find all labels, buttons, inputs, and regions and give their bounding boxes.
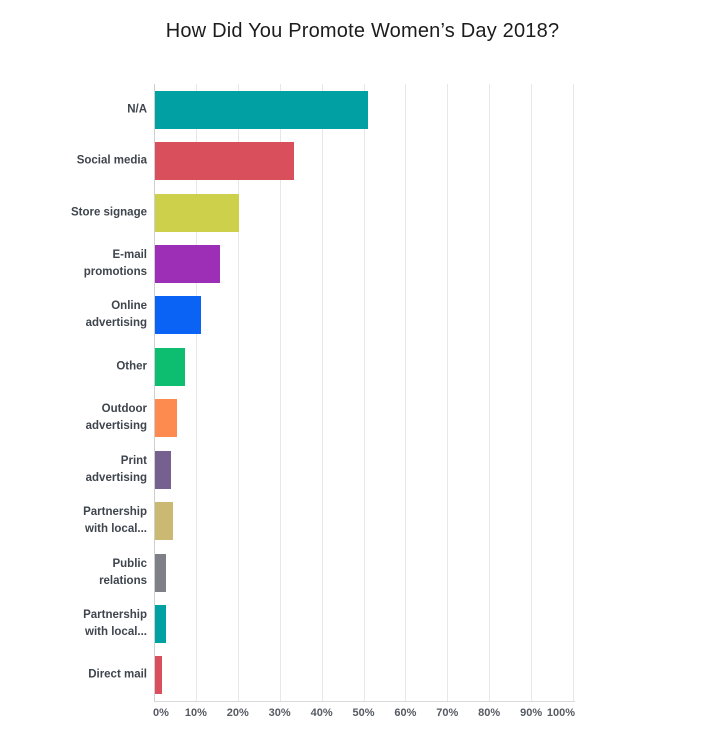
bar[interactable] [155, 553, 166, 592]
bar-row: E-mail promotions [84, 238, 573, 289]
gridline [322, 84, 323, 701]
bar-row: Print advertising [86, 444, 573, 495]
x-tick-label: 0% [153, 707, 169, 719]
bar[interactable] [155, 347, 186, 386]
category-label: Partnership with local... [83, 608, 147, 638]
gridline [238, 84, 239, 701]
category-label: N/A [127, 103, 147, 116]
bar-row: N/A [127, 84, 573, 135]
x-tick-label: 80% [478, 707, 501, 719]
x-tick-label: 60% [394, 707, 417, 719]
bar-row: Direct mail [88, 650, 573, 701]
category-label: E-mail promotions [83, 248, 147, 278]
category-label: Other [116, 360, 147, 373]
x-tick-label: 100% [546, 707, 576, 719]
gridline [531, 84, 532, 701]
category-label: Online advertising [85, 300, 147, 330]
bar-row: Online advertising [86, 290, 573, 341]
gridline [447, 84, 448, 701]
gridline [196, 84, 197, 701]
bar[interactable] [155, 142, 295, 181]
bar[interactable] [155, 450, 171, 489]
category-label: Store signage [70, 206, 147, 219]
chart-title: How Did You Promote Women’s Day 2018? [165, 20, 560, 42]
x-tick-label: 20% [226, 707, 249, 719]
bar-row: Store signage [71, 187, 573, 238]
gridline [489, 84, 490, 701]
x-tick-label: 40% [310, 707, 333, 719]
category-label: Print advertising [85, 454, 147, 484]
category-label: Public relations [99, 557, 147, 587]
plot-area: N/A Social media Store signage E-mail promot… [71, 84, 575, 719]
bar-row: Public relations [99, 547, 573, 598]
category-label: Outdoor advertising [85, 403, 147, 433]
category-label: Partnership with local... [83, 506, 147, 536]
x-tick-label: 10% [184, 707, 207, 719]
gridline [280, 84, 281, 701]
bar[interactable] [155, 193, 239, 232]
x-tick-label: 30% [268, 707, 291, 719]
gridline [573, 84, 574, 701]
bar[interactable] [155, 656, 163, 695]
category-label: Social media [76, 154, 147, 167]
bar[interactable] [155, 399, 177, 438]
gridline [405, 84, 406, 701]
bar-rows: N/A Social media Store signage E-mail promot… [71, 84, 573, 701]
category-label: Direct mail [88, 668, 147, 681]
bar-row: Partnership with local... [83, 495, 573, 546]
bar-row: Other [116, 341, 573, 392]
gridline [364, 84, 365, 701]
bar[interactable] [155, 296, 202, 335]
x-tick-label: 90% [520, 707, 543, 719]
x-axis-tick-labels: 0% 10% 20% 30% 40% 50% 60% 70% 80% 90% 100% [153, 707, 576, 727]
bar-row: Social media [77, 135, 573, 186]
bar-row: Outdoor advertising [86, 393, 573, 444]
x-tick-label: 50% [352, 707, 375, 719]
bar[interactable] [155, 90, 368, 129]
bar[interactable] [155, 502, 173, 541]
bar[interactable] [155, 604, 166, 643]
x-tick-label: 70% [436, 707, 459, 719]
bar[interactable] [155, 244, 220, 283]
x-axis-line [154, 701, 575, 702]
gridline [154, 84, 155, 701]
bar-row: Partnership with local... [83, 598, 573, 649]
